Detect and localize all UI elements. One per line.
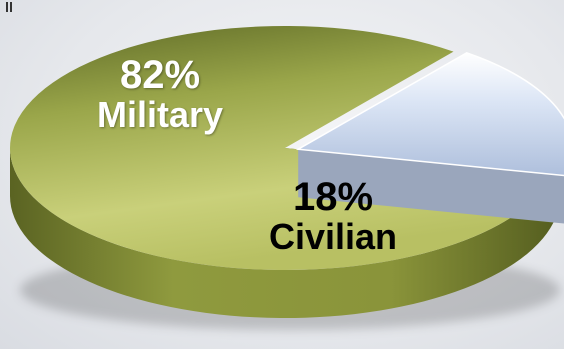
civilian-label: 18% Civilian xyxy=(248,176,418,256)
military-slice-side xyxy=(9,148,554,319)
civilian-category: Civilian xyxy=(268,216,398,257)
civilian-slice xyxy=(295,51,564,177)
civilian-slice-wall xyxy=(298,149,564,224)
military-percent: 82% xyxy=(119,53,201,97)
civilian-percent: 18% xyxy=(292,175,374,219)
military-label: 82% Military xyxy=(70,54,250,134)
stray-mark xyxy=(6,2,12,12)
military-category: Military xyxy=(96,94,224,135)
